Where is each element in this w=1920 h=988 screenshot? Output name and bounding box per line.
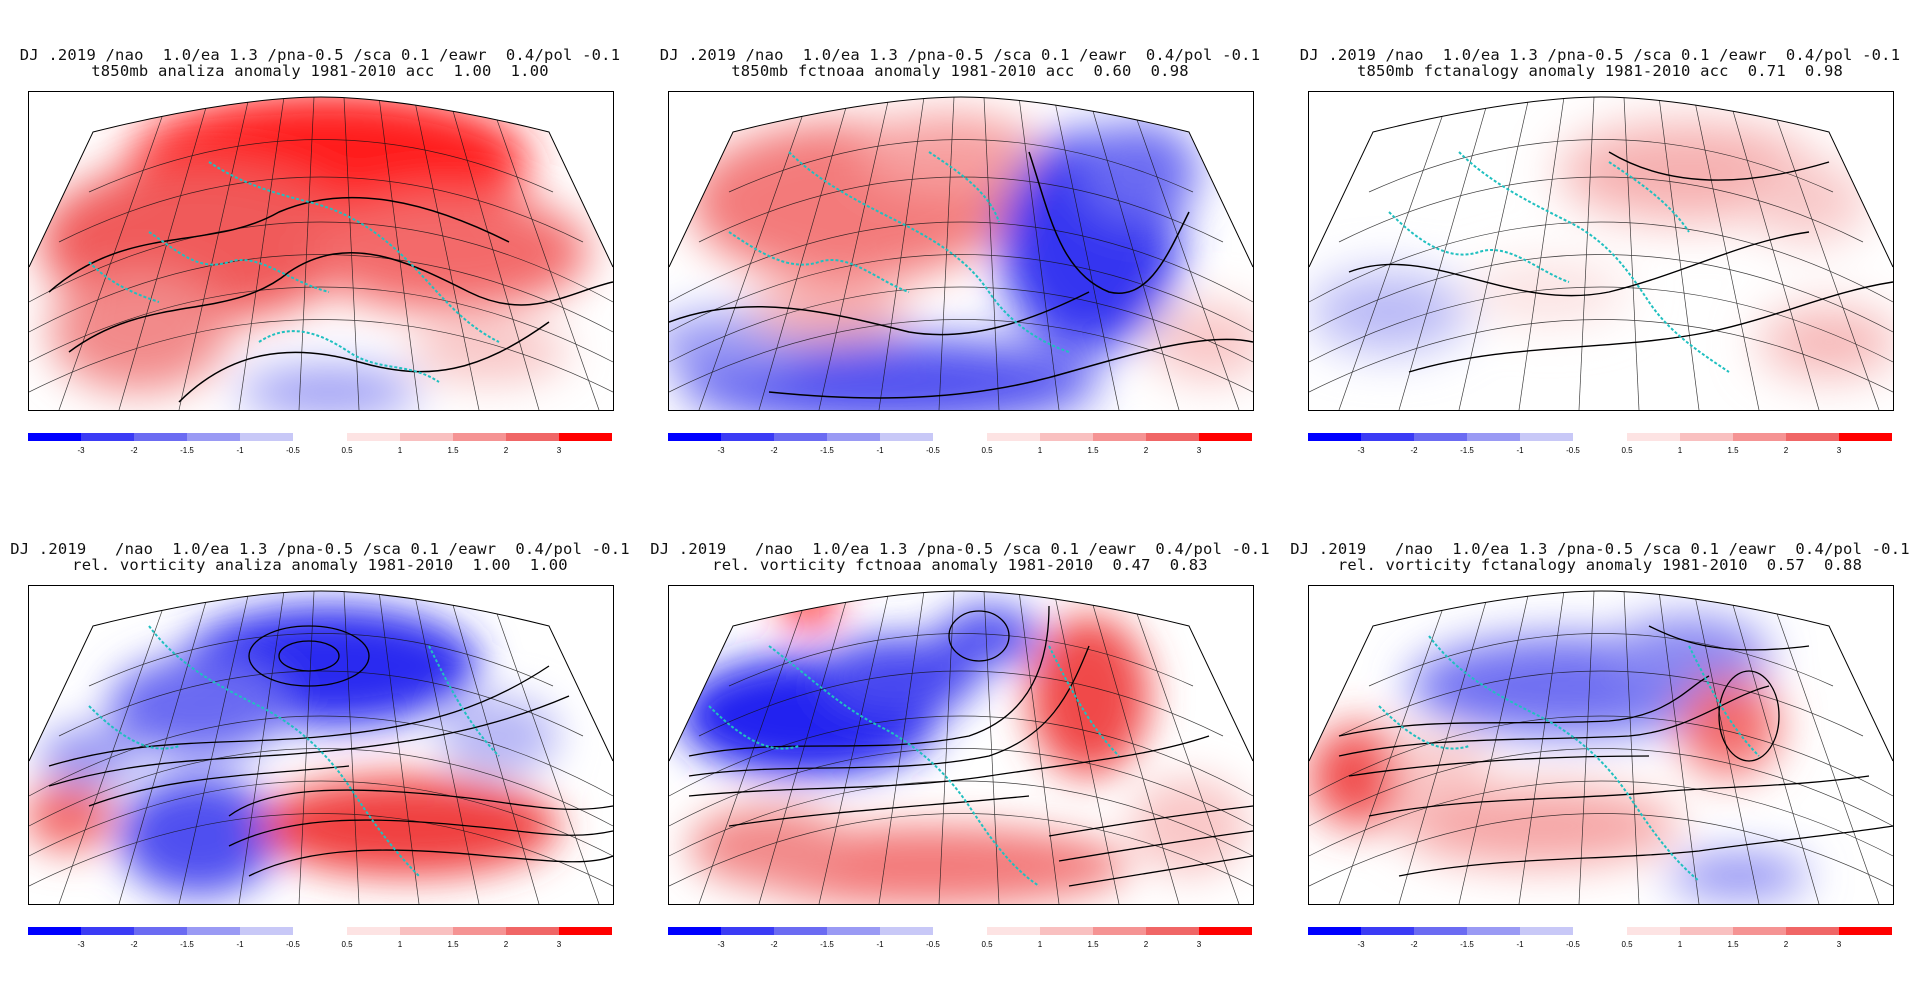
colorbar-label: 1 (1678, 446, 1683, 455)
colorbar-label: 1 (1038, 940, 1043, 949)
colorbar-label: 1 (1038, 446, 1043, 455)
panel-title-line1: DJ .2019 /nao 1.0/ea 1.3 /pna-0.5 /sca 0… (650, 540, 1270, 558)
colorbar-label: 1.5 (1727, 446, 1739, 455)
panel-title-line2: t850mb fctanalogy anomaly 1981-2010 acc … (1356, 62, 1844, 80)
colorbar-label: -1 (1516, 446, 1524, 455)
colorbar-label: 0.5 (1621, 446, 1633, 455)
panel-title-line1: DJ .2019 /nao 1.0/ea 1.3 /pna-0.5 /sca 0… (10, 540, 630, 558)
colorbar-label: -0.5 (926, 940, 940, 949)
colorbar-label: -3 (1357, 940, 1365, 949)
colorbar-label: 3 (557, 940, 562, 949)
colorbar-label: -0.5 (286, 940, 300, 949)
panel-title-line2: t850mb analiza anomaly 1981-2010 acc 1.0… (91, 62, 549, 80)
colorbar-label: -1 (236, 940, 244, 949)
colorbar-label: -2 (1410, 940, 1418, 949)
panel-title-line1: DJ .2019 /nao 1.0/ea 1.3 /pna-0.5 /sca 0… (1299, 46, 1901, 64)
colorbar-label: 1 (398, 446, 403, 455)
colorbar-label: 1.5 (447, 446, 459, 455)
colorbar-label: 0.5 (981, 940, 993, 949)
colorbar-label: 0.5 (341, 446, 353, 455)
colorbar-label: -0.5 (1566, 940, 1580, 949)
colorbar-label: 2 (1784, 940, 1789, 949)
colorbar-label: 3 (557, 446, 562, 455)
panel-title-line2: rel. vorticity analiza anomaly 1981-2010… (72, 556, 568, 574)
colorbar-label: 2 (504, 940, 509, 949)
colorbar-label: 0.5 (1621, 940, 1633, 949)
colorbar-label: -2 (770, 940, 778, 949)
colorbar-label: 3 (1837, 940, 1842, 949)
colorbar-label: -2 (1410, 446, 1418, 455)
colorbar-label: 3 (1837, 446, 1842, 455)
colorbar-label: -3 (717, 940, 725, 949)
colorbar-label: 2 (1784, 446, 1789, 455)
colorbar-label: -1 (876, 446, 884, 455)
colorbar-label: -3 (77, 940, 85, 949)
colorbar-label: -1.5 (180, 446, 194, 455)
panel-title-line2: t850mb fctnoaa anomaly 1981-2010 acc 0.6… (731, 62, 1189, 80)
colorbar-label: -2 (130, 940, 138, 949)
colorbar-label: -1.5 (1460, 446, 1474, 455)
colorbar-label: 2 (1144, 446, 1149, 455)
colorbar-label: 0.5 (981, 446, 993, 455)
colorbar-label: 3 (1197, 446, 1202, 455)
anomaly-map (28, 585, 614, 905)
panel-title-line1: DJ .2019 /nao 1.0/ea 1.3 /pna-0.5 /sca 0… (659, 46, 1261, 64)
panel-vorticity-fctanalogy: DJ .2019 /nao 1.0/ea 1.3 /pna-0.5 /sca 0… (1280, 494, 1920, 988)
colorbar-label: 1.5 (1727, 940, 1739, 949)
colorbar-label: -1.5 (1460, 940, 1474, 949)
colorbar: -3 -2 -1.5 -1 -0.5 0.5 1 1.5 2 3 (28, 433, 612, 457)
anomaly-map (1308, 91, 1894, 411)
colorbar-label: -1.5 (180, 940, 194, 949)
anomaly-map (1308, 585, 1894, 905)
panel-title-line1: DJ .2019 /nao 1.0/ea 1.3 /pna-0.5 /sca 0… (19, 46, 621, 64)
colorbar: -3 -2 -1.5 -1 -0.5 0.5 1 1.5 2 3 (668, 927, 1252, 951)
colorbar-label: -1 (1516, 940, 1524, 949)
panel-t850-analiza: DJ .2019 /nao 1.0/ea 1.3 /pna-0.5 /sca 0… (0, 0, 640, 494)
colorbar: -3 -2 -1.5 -1 -0.5 0.5 1 1.5 2 3 (1308, 927, 1892, 951)
colorbar-label: 2 (1144, 940, 1149, 949)
colorbar-label: -1.5 (820, 446, 834, 455)
panel-title-line2: rel. vorticity fctanalogy anomaly 1981-2… (1337, 556, 1863, 574)
anomaly-map (28, 91, 614, 411)
colorbar-label: 3 (1197, 940, 1202, 949)
colorbar: -3 -2 -1.5 -1 -0.5 0.5 1 1.5 2 3 (1308, 433, 1892, 457)
colorbar-label: 1.5 (1087, 446, 1099, 455)
colorbar-label: -0.5 (1566, 446, 1580, 455)
colorbar-label: -2 (770, 446, 778, 455)
anomaly-map (668, 91, 1254, 411)
colorbar: -3 -2 -1.5 -1 -0.5 0.5 1 1.5 2 3 (28, 927, 612, 951)
colorbar-label: -2 (130, 446, 138, 455)
panel-t850-fctnoaa: DJ .2019 /nao 1.0/ea 1.3 /pna-0.5 /sca 0… (640, 0, 1280, 494)
colorbar-label: -3 (717, 446, 725, 455)
colorbar-label: -1.5 (820, 940, 834, 949)
anomaly-map (668, 585, 1254, 905)
colorbar-label: 1 (1678, 940, 1683, 949)
colorbar-label: -0.5 (926, 446, 940, 455)
panel-vorticity-analiza: DJ .2019 /nao 1.0/ea 1.3 /pna-0.5 /sca 0… (0, 494, 640, 988)
colorbar-label: -0.5 (286, 446, 300, 455)
colorbar-label: 1.5 (1087, 940, 1099, 949)
colorbar-label: 0.5 (341, 940, 353, 949)
colorbar: -3 -2 -1.5 -1 -0.5 0.5 1 1.5 2 3 (668, 433, 1252, 457)
panel-title-line2: rel. vorticity fctnoaa anomaly 1981-2010… (712, 556, 1208, 574)
panel-t850-fctanalogy: DJ .2019 /nao 1.0/ea 1.3 /pna-0.5 /sca 0… (1280, 0, 1920, 494)
colorbar-label: -3 (77, 446, 85, 455)
colorbar-label: 1 (398, 940, 403, 949)
panel-title-line1: DJ .2019 /nao 1.0/ea 1.3 /pna-0.5 /sca 0… (1290, 540, 1910, 558)
panel-vorticity-fctnoaa: DJ .2019 /nao 1.0/ea 1.3 /pna-0.5 /sca 0… (640, 494, 1280, 988)
colorbar-label: -1 (236, 446, 244, 455)
colorbar-label: 1.5 (447, 940, 459, 949)
colorbar-label: -3 (1357, 446, 1365, 455)
colorbar-label: -1 (876, 940, 884, 949)
colorbar-label: 2 (504, 446, 509, 455)
